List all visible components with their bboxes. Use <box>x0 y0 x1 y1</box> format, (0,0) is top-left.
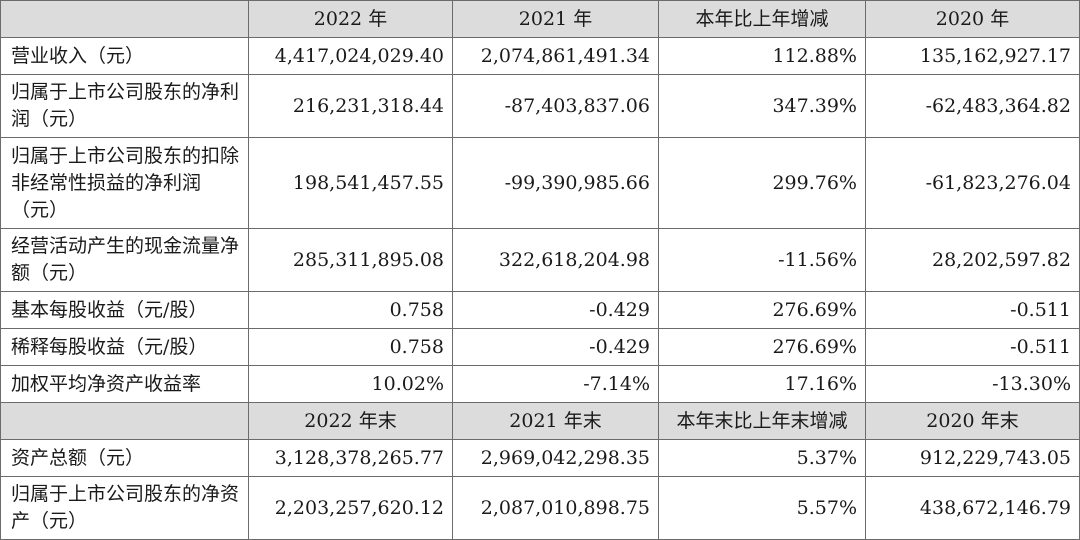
table-row: 资产总额（元） 3,128,378,265.77 2,969,042,298.3… <box>0 439 1080 477</box>
header-cell-2020: 2020 年 <box>865 0 1080 38</box>
table-cell: 216,231,318.44 <box>248 74 453 138</box>
table-cell: 299.76% <box>658 137 866 229</box>
table-cell: -0.511 <box>865 328 1080 366</box>
table-cell: 322,618,204.98 <box>452 228 659 292</box>
table-row: 归属于上市公司股东的净利润（元） 216,231,318.44 -87,403,… <box>0 74 1080 138</box>
header-cell-2021: 2021 年 <box>452 0 659 38</box>
table-cell: 3,128,378,265.77 <box>248 439 453 477</box>
table-cell: 135,162,927.17 <box>865 37 1080 75</box>
table-cell: 347.39% <box>658 74 866 138</box>
table-header-row: 2022 年 2021 年 本年比上年增减 2020 年 <box>0 0 1080 38</box>
table-cell: 2,969,042,298.35 <box>452 439 659 477</box>
table-cell: 2,087,010,898.75 <box>452 476 659 540</box>
table-cell: 438,672,146.79 <box>865 476 1080 540</box>
row-label: 归属于上市公司股东的净利润（元） <box>0 74 249 138</box>
table-cell: -62,483,364.82 <box>865 74 1080 138</box>
header-cell-blank <box>0 0 249 38</box>
table-cell: 198,541,457.55 <box>248 137 453 229</box>
table-cell: 276.69% <box>658 328 866 366</box>
table-row: 归属于上市公司股东的扣除非经常性损益的净利润（元） 198,541,457.55… <box>0 137 1080 229</box>
table-cell: 0.758 <box>248 291 453 329</box>
subheader-cell-blank <box>0 402 249 440</box>
table-row: 营业收入（元） 4,417,024,029.40 2,074,861,491.3… <box>0 37 1080 75</box>
table-subheader-row: 2022 年末 2021 年末 本年末比上年末增减 2020 年末 <box>0 402 1080 440</box>
table-cell: 5.57% <box>658 476 866 540</box>
table-cell: -87,403,837.06 <box>452 74 659 138</box>
table-cell: -99,390,985.66 <box>452 137 659 229</box>
table-cell: 0.758 <box>248 328 453 366</box>
table-cell: -61,823,276.04 <box>865 137 1080 229</box>
table-cell: -13.30% <box>865 365 1080 403</box>
table-cell: -0.511 <box>865 291 1080 329</box>
table-row: 归属于上市公司股东的净资产（元） 2,203,257,620.12 2,087,… <box>0 476 1080 540</box>
table-cell: 112.88% <box>658 37 866 75</box>
table-cell: 285,311,895.08 <box>248 228 453 292</box>
table-cell: -0.429 <box>452 328 659 366</box>
subheader-cell-2020-end: 2020 年末 <box>865 402 1080 440</box>
row-label: 归属于上市公司股东的净资产（元） <box>0 476 249 540</box>
table-cell: -0.429 <box>452 291 659 329</box>
row-label: 营业收入（元） <box>0 37 249 75</box>
table-row: 经营活动产生的现金流量净额（元） 285,311,895.08 322,618,… <box>0 228 1080 292</box>
subheader-cell-change: 本年末比上年末增减 <box>658 402 866 440</box>
header-cell-2022: 2022 年 <box>248 0 453 38</box>
table-cell: -11.56% <box>658 228 866 292</box>
row-label: 基本每股收益（元/股） <box>0 291 249 329</box>
subheader-cell-2022-end: 2022 年末 <box>248 402 453 440</box>
table-cell: -7.14% <box>452 365 659 403</box>
subheader-cell-2021-end: 2021 年末 <box>452 402 659 440</box>
row-label: 归属于上市公司股东的扣除非经常性损益的净利润（元） <box>0 137 249 229</box>
header-cell-change: 本年比上年增减 <box>658 0 866 38</box>
row-label: 经营活动产生的现金流量净额（元） <box>0 228 249 292</box>
table-row: 加权平均净资产收益率 10.02% -7.14% 17.16% -13.30% <box>0 365 1080 403</box>
table-cell: 2,203,257,620.12 <box>248 476 453 540</box>
table-cell: 912,229,743.05 <box>865 439 1080 477</box>
table-cell: 4,417,024,029.40 <box>248 37 453 75</box>
table-cell: 2,074,861,491.34 <box>452 37 659 75</box>
row-label: 稀释每股收益（元/股） <box>0 328 249 366</box>
table-row: 稀释每股收益（元/股） 0.758 -0.429 276.69% -0.511 <box>0 328 1080 366</box>
table-cell: 28,202,597.82 <box>865 228 1080 292</box>
table-cell: 17.16% <box>658 365 866 403</box>
table-row: 基本每股收益（元/股） 0.758 -0.429 276.69% -0.511 <box>0 291 1080 329</box>
table-cell: 10.02% <box>248 365 453 403</box>
table-cell: 276.69% <box>658 291 866 329</box>
row-label: 加权平均净资产收益率 <box>0 365 249 403</box>
table-cell: 5.37% <box>658 439 866 477</box>
row-label: 资产总额（元） <box>0 439 249 477</box>
